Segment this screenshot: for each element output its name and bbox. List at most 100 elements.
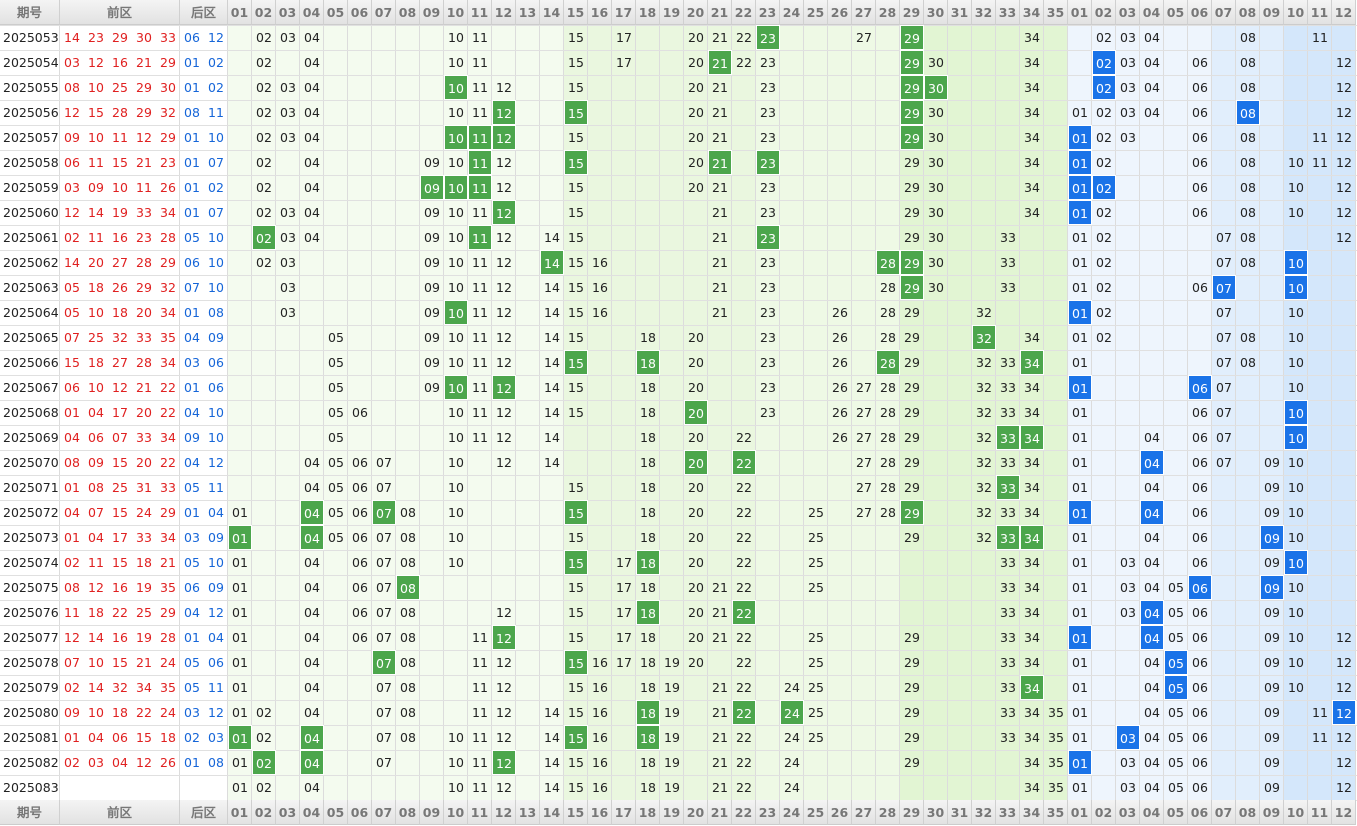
front-draw: 15 [112, 505, 128, 520]
front-trend: 04 [304, 655, 320, 670]
header-front-number: 13 [516, 800, 540, 825]
front-trend: 12 [496, 780, 512, 795]
front-draw: 34 [160, 355, 176, 370]
front-hit: 15 [564, 150, 588, 175]
front-draw: 10 [88, 655, 104, 670]
front-trend: 15 [568, 280, 584, 295]
row-line [0, 675, 1357, 676]
header-back-number: 12 [1332, 800, 1356, 825]
front-trend: 22 [736, 630, 752, 645]
front-hit: 29 [900, 500, 924, 525]
front-trend: 15 [568, 630, 584, 645]
front-trend: 20 [688, 130, 704, 145]
front-draw: 10 [112, 180, 128, 195]
front-trend: 18 [640, 480, 656, 495]
front-draw: 30 [160, 80, 176, 95]
front-trend: 23 [760, 355, 776, 370]
issue: 2025058 [3, 155, 59, 170]
front-trend: 29 [904, 755, 920, 770]
back-hit: 01 [1068, 625, 1092, 650]
back-trend: 11 [1312, 30, 1328, 45]
front-trend: 29 [904, 230, 920, 245]
front-trend: 30 [928, 230, 944, 245]
header-front: 前区 [60, 800, 180, 825]
front-trend: 10 [448, 455, 464, 470]
column-bg [300, 25, 324, 801]
front-hit: 08 [396, 575, 420, 600]
front-trend: 16 [592, 280, 608, 295]
front-trend: 14 [544, 780, 560, 795]
back-trend: 06 [1192, 180, 1208, 195]
header-front-number: 16 [588, 800, 612, 825]
front-trend: 25 [808, 680, 824, 695]
back-draw: 10 [208, 280, 224, 295]
front-trend: 10 [448, 280, 464, 295]
front-trend: 33 [1000, 655, 1016, 670]
front-draw: 04 [88, 730, 104, 745]
back-trend: 10 [1288, 530, 1304, 545]
back-draw: 01 [184, 55, 200, 70]
front-draw: 26 [160, 755, 176, 770]
front-trend: 20 [688, 480, 704, 495]
column-bg [444, 25, 468, 801]
row-line [0, 350, 1357, 351]
front-trend: 15 [568, 705, 584, 720]
front-trend: 14 [544, 405, 560, 420]
front-trend: 09 [424, 330, 440, 345]
header-front-number: 01 [228, 0, 252, 25]
back-hit: 01 [1068, 150, 1092, 175]
front-trend: 20 [688, 580, 704, 595]
front-hit: 12 [492, 100, 516, 125]
back-hit: 01 [1068, 125, 1092, 150]
front-trend: 25 [808, 655, 824, 670]
issue: 2025077 [3, 630, 59, 645]
front-draw: 20 [136, 405, 152, 420]
front-draw: 32 [112, 680, 128, 695]
front-trend: 29 [904, 630, 920, 645]
front-trend: 08 [400, 705, 416, 720]
front-trend: 18 [640, 380, 656, 395]
back-hit: 02 [1092, 75, 1116, 100]
front-trend: 11 [472, 305, 488, 320]
front-trend: 18 [640, 580, 656, 595]
header-front-number: 29 [900, 0, 924, 25]
front-trend: 33 [1000, 680, 1016, 695]
front-trend: 07 [376, 705, 392, 720]
column-bg [276, 25, 300, 801]
front-trend: 02 [256, 55, 272, 70]
column-bg [0, 25, 60, 801]
issue: 2025061 [3, 230, 59, 245]
front-trend: 07 [376, 630, 392, 645]
back-draw: 06 [208, 655, 224, 670]
back-trend: 06 [1192, 705, 1208, 720]
front-draw: 29 [160, 130, 176, 145]
front-trend: 11 [472, 680, 488, 695]
issue: 2025082 [3, 755, 59, 770]
issue: 2025078 [3, 655, 59, 670]
row-line [0, 200, 1357, 201]
front-trend: 23 [760, 255, 776, 270]
issue: 2025062 [3, 255, 59, 270]
front-trend: 15 [568, 680, 584, 695]
column-bg [588, 25, 612, 801]
front-trend: 08 [400, 555, 416, 570]
header-front-number: 21 [708, 800, 732, 825]
front-trend: 30 [928, 105, 944, 120]
front-trend: 34 [1024, 405, 1040, 420]
row-line [0, 325, 1357, 326]
front-hit: 11 [468, 225, 492, 250]
front-draw: 11 [88, 230, 104, 245]
front-draw: 22 [160, 380, 176, 395]
header-back-number: 08 [1236, 0, 1260, 25]
back-hit: 10 [1284, 250, 1308, 275]
front-trend: 04 [304, 155, 320, 170]
front-trend: 14 [544, 455, 560, 470]
front-draw: 08 [64, 580, 80, 595]
front-draw: 11 [64, 605, 80, 620]
header-front-number: 30 [924, 800, 948, 825]
back-trend: 09 [1264, 630, 1280, 645]
back-draw: 06 [184, 255, 200, 270]
front-draw: 27 [112, 355, 128, 370]
front-trend: 23 [760, 105, 776, 120]
back-trend: 01 [1072, 455, 1088, 470]
